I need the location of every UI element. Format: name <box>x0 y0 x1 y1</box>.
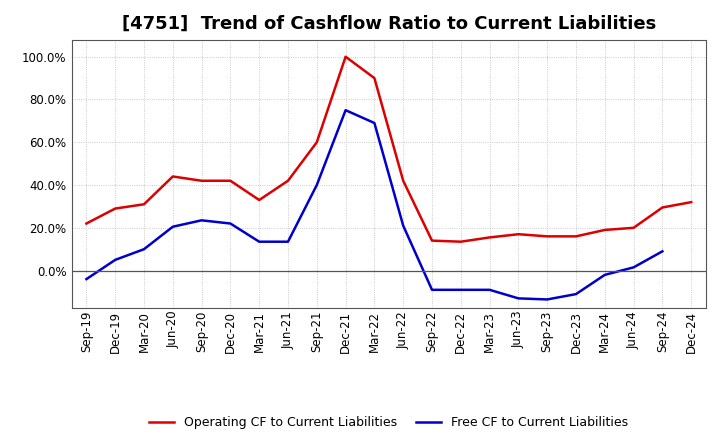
Operating CF to Current Liabilities <box>140 202 148 207</box>
Operating CF to Current Liabilities <box>600 227 609 233</box>
Operating CF to Current Liabilities <box>312 139 321 145</box>
Free CF to Current Liabilities <box>82 276 91 282</box>
Operating CF to Current Liabilities <box>687 199 696 205</box>
Operating CF to Current Liabilities <box>226 178 235 183</box>
Operating CF to Current Liabilities <box>658 205 667 210</box>
Operating CF to Current Liabilities <box>341 54 350 59</box>
Operating CF to Current Liabilities <box>629 225 638 231</box>
Free CF to Current Liabilities <box>111 257 120 263</box>
Free CF to Current Liabilities <box>456 287 465 293</box>
Free CF to Current Liabilities <box>226 221 235 226</box>
Free CF to Current Liabilities <box>312 183 321 188</box>
Free CF to Current Liabilities <box>341 107 350 113</box>
Operating CF to Current Liabilities <box>168 174 177 179</box>
Free CF to Current Liabilities <box>658 249 667 254</box>
Legend: Operating CF to Current Liabilities, Free CF to Current Liabilities: Operating CF to Current Liabilities, Fre… <box>149 416 629 429</box>
Free CF to Current Liabilities <box>485 287 494 293</box>
Operating CF to Current Liabilities <box>456 239 465 244</box>
Operating CF to Current Liabilities <box>111 206 120 211</box>
Free CF to Current Liabilities <box>600 272 609 278</box>
Title: [4751]  Trend of Cashflow Ratio to Current Liabilities: [4751] Trend of Cashflow Ratio to Curren… <box>122 15 656 33</box>
Line: Free CF to Current Liabilities: Free CF to Current Liabilities <box>86 110 662 300</box>
Operating CF to Current Liabilities <box>399 178 408 183</box>
Line: Operating CF to Current Liabilities: Operating CF to Current Liabilities <box>86 57 691 242</box>
Operating CF to Current Liabilities <box>543 234 552 239</box>
Free CF to Current Liabilities <box>399 223 408 228</box>
Free CF to Current Liabilities <box>140 246 148 252</box>
Free CF to Current Liabilities <box>428 287 436 293</box>
Free CF to Current Liabilities <box>543 297 552 302</box>
Free CF to Current Liabilities <box>514 296 523 301</box>
Free CF to Current Liabilities <box>370 121 379 126</box>
Operating CF to Current Liabilities <box>485 235 494 240</box>
Operating CF to Current Liabilities <box>284 178 292 183</box>
Operating CF to Current Liabilities <box>428 238 436 243</box>
Operating CF to Current Liabilities <box>572 234 580 239</box>
Free CF to Current Liabilities <box>168 224 177 229</box>
Operating CF to Current Liabilities <box>370 75 379 81</box>
Operating CF to Current Liabilities <box>514 231 523 237</box>
Free CF to Current Liabilities <box>255 239 264 244</box>
Free CF to Current Liabilities <box>284 239 292 244</box>
Free CF to Current Liabilities <box>572 291 580 297</box>
Free CF to Current Liabilities <box>629 265 638 270</box>
Free CF to Current Liabilities <box>197 218 206 223</box>
Operating CF to Current Liabilities <box>255 198 264 203</box>
Operating CF to Current Liabilities <box>197 178 206 183</box>
Operating CF to Current Liabilities <box>82 221 91 226</box>
